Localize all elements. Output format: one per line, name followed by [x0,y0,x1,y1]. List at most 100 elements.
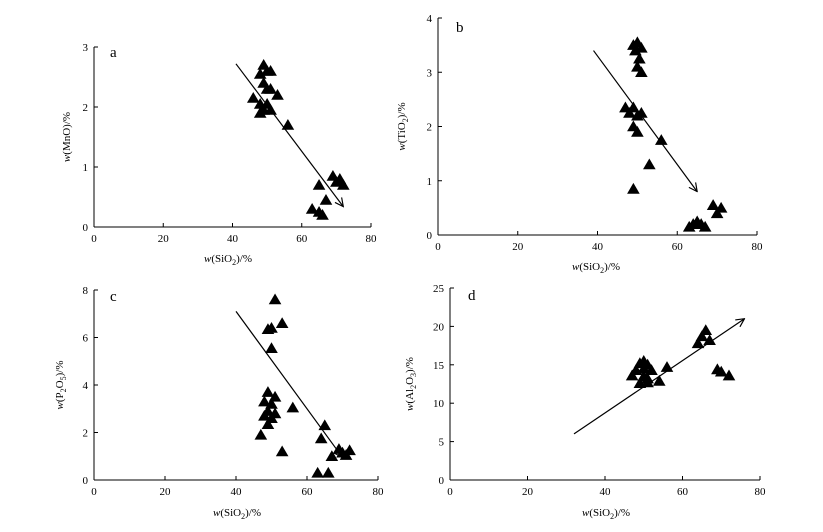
trend-arrow [235,63,343,207]
x-tick-label: 40 [227,233,239,245]
data-point [641,376,654,388]
axis-label-part: O [404,377,416,385]
axis-label-part: w [204,253,212,265]
data-point [337,179,350,190]
axis-label-part: 2 [241,512,245,521]
data-point [643,158,656,170]
axis-label-part: (SiO [220,507,241,519]
axis-label-part: 2 [232,258,236,267]
axis-label-part: )/% [396,102,408,118]
y-tick-label: 20 [433,321,445,333]
axis-label-part: 2 [409,385,418,389]
y-tick-label: 2 [83,428,89,440]
data-point [631,125,644,137]
y-tick-label: 10 [433,398,445,410]
y-tick-label: 2 [427,122,433,134]
axis-label-part: )/% [245,507,261,519]
data-point [645,364,658,375]
data-point [703,334,716,346]
y-tick-label: 15 [433,360,445,372]
data-point [286,401,300,413]
y-tick-label: 1 [83,162,89,174]
axis-label-part: w [213,507,221,519]
y-tick-label: 3 [83,42,89,54]
data-point [629,44,642,56]
axis-label-part: )/% [54,361,66,377]
data-point [258,409,271,421]
x-tick-label: 80 [366,233,378,245]
axis-label-part: (SiO [211,253,232,265]
trend-arrow [235,311,343,457]
x-axis-label: w(SiO2)/% [572,261,620,275]
trend-arrow [573,319,745,435]
x-tick-label: 20 [160,486,172,498]
axis-label-part: w [404,403,416,411]
data-point [635,66,648,78]
data-point [253,107,267,118]
data-point [722,369,736,381]
y-tick-label: 25 [433,283,445,295]
x-tick-label: 60 [296,233,308,245]
x-tick-label: 20 [512,241,524,253]
axis-label-part: 3 [409,373,418,377]
y-tick-label: 3 [427,67,433,79]
axis-label-part: (SiO [579,261,600,273]
axis-label-part: (MnO)/% [61,112,73,155]
data-point [637,362,651,374]
y-tick-label: 0 [83,222,89,234]
axis-label-part: w [54,401,66,409]
data-point [312,179,326,190]
data-point [275,317,289,329]
data-point [635,106,648,118]
data-point [305,203,319,214]
data-point [311,466,324,478]
axis-label-part: )/% [614,507,630,519]
data-point [264,83,277,94]
data-point [314,432,328,444]
panel-label: d [468,288,476,304]
x-tick-label: 40 [592,241,604,253]
data-point [258,395,271,407]
y-tick-label: 6 [83,333,89,345]
y-tick-label: 0 [439,475,445,487]
panel-label: a [110,45,117,61]
axis-label-part: w [572,261,580,273]
y-axis-label: w(Al2O3)/% [404,357,418,411]
data-point [714,365,728,377]
x-tick-label: 60 [672,241,684,253]
panel-label: b [456,20,464,36]
data-point [265,342,278,353]
data-point [633,52,646,64]
axis-label-part: (SiO [589,507,610,519]
data-point [682,220,696,232]
data-point [261,323,275,334]
data-point [281,119,295,130]
y-axis-label: w(TiO2)/% [396,102,410,150]
data-point [691,337,705,349]
y-tick-label: 1 [427,176,433,188]
axis-label-part: (P [54,392,66,402]
x-axis-label: w(SiO2)/% [582,507,630,521]
data-point [652,374,666,386]
data-point [710,207,724,219]
data-point [625,369,639,381]
x-tick-label: 80 [755,486,767,498]
x-tick-label: 0 [447,486,453,498]
y-tick-label: 0 [83,475,89,487]
data-point [268,293,282,305]
x-tick-label: 80 [373,486,385,498]
y-tick-label: 2 [83,102,89,114]
axis-label-part: w [582,507,590,519]
data-point [316,209,329,220]
trend-arrow [593,50,698,192]
axis-label-part: (TiO [396,122,408,143]
data-point [261,418,275,429]
data-point [330,176,343,187]
data-point [655,134,668,145]
axis-label-part: )/% [604,261,620,273]
